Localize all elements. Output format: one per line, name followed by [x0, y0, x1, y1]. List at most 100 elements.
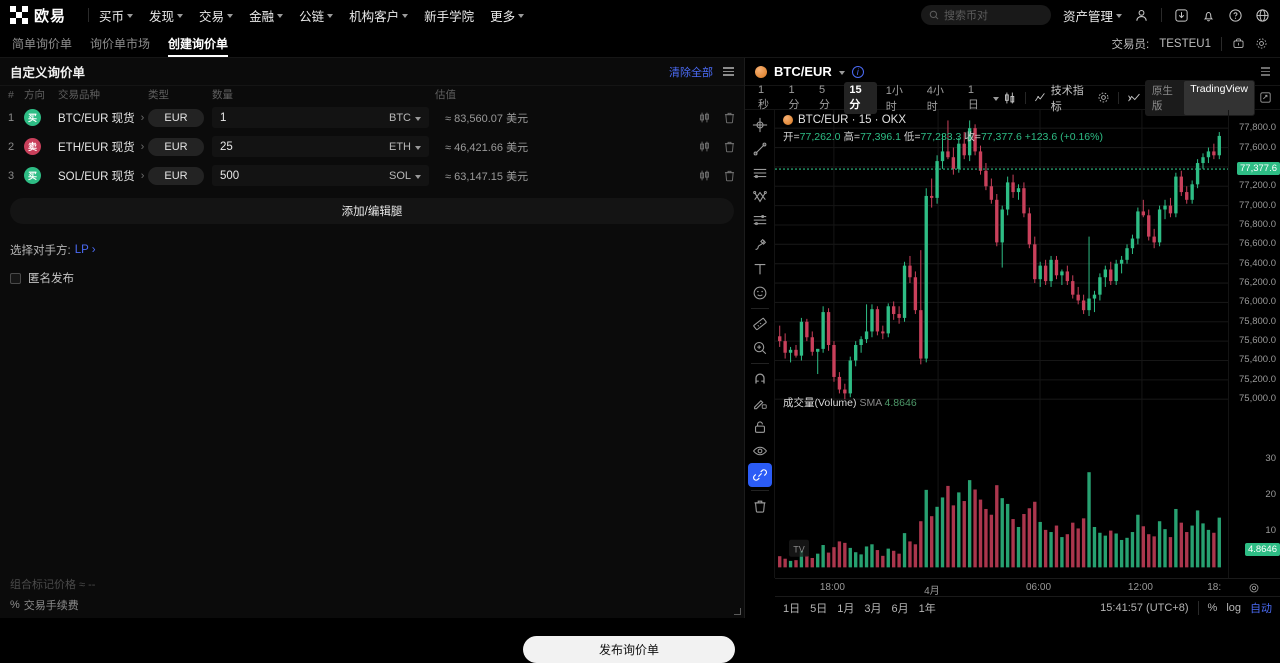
- menu-icon[interactable]: [723, 67, 734, 76]
- tab-create-rfq[interactable]: 创建询价单: [168, 30, 229, 57]
- candlestick-icon[interactable]: [698, 140, 711, 153]
- nav-item-discover[interactable]: 发现: [149, 6, 184, 25]
- nav-item-institutional[interactable]: 机构客户: [349, 6, 409, 25]
- price-axis[interactable]: 77,800.077,600.077,400.077,200.077,000.0…: [1228, 110, 1280, 578]
- view-tradingview-option[interactable]: TradingView: [1184, 80, 1255, 115]
- nav-item-trade[interactable]: 交易: [199, 6, 234, 25]
- timeframe-4h[interactable]: 4小时: [926, 84, 944, 113]
- clear-all-button[interactable]: 清除全部: [669, 66, 713, 79]
- brush-icon[interactable]: [748, 233, 772, 257]
- help-icon[interactable]: [1228, 8, 1243, 23]
- crosshair-icon[interactable]: [748, 113, 772, 137]
- pitchfork-icon[interactable]: [748, 185, 772, 209]
- candlestick-chart[interactable]: TV: [775, 110, 1228, 578]
- chart-menu-icon[interactable]: [1261, 67, 1270, 76]
- range-6m[interactable]: 6月: [891, 602, 909, 615]
- range-3m[interactable]: 3月: [864, 602, 882, 615]
- type-pill[interactable]: EUR: [148, 137, 204, 156]
- eye-icon[interactable]: [748, 439, 772, 463]
- ruler-icon[interactable]: [748, 312, 772, 336]
- direction-cell[interactable]: 买: [24, 167, 58, 184]
- lock-icon[interactable]: [748, 415, 772, 439]
- anonymous-publish-row[interactable]: 匿名发布: [10, 270, 734, 286]
- horizontal-lines-icon[interactable]: [748, 161, 772, 185]
- delete-icon[interactable]: [723, 111, 736, 124]
- download-icon[interactable]: [1174, 8, 1189, 23]
- publish-rfq-button[interactable]: 发布询价单: [523, 636, 735, 663]
- direction-cell[interactable]: 卖: [24, 138, 58, 155]
- symbol-selector[interactable]: ETH/EUR 现货 ›: [58, 139, 148, 155]
- add-edit-leg-button[interactable]: 添加/编辑腿: [10, 198, 734, 224]
- tab-rfq-market[interactable]: 询价单市场: [90, 30, 150, 57]
- candlestick-icon[interactable]: [698, 169, 711, 182]
- time-axis[interactable]: 18:00 4月 06:00 12:00 18:: [775, 578, 1228, 597]
- text-icon[interactable]: [748, 257, 772, 281]
- chevron-down-icon[interactable]: [993, 96, 1000, 101]
- globe-icon[interactable]: [1255, 8, 1270, 23]
- timeframe-1d[interactable]: 1日: [967, 83, 979, 111]
- nav-item-more[interactable]: 更多: [490, 6, 525, 25]
- nav-item-buy-crypto[interactable]: 买币: [99, 6, 134, 25]
- user-icon[interactable]: [1134, 8, 1149, 23]
- scale-auto-button[interactable]: 自动: [1250, 602, 1272, 615]
- axis-settings-icon[interactable]: [1228, 578, 1280, 596]
- bell-icon[interactable]: [1201, 8, 1216, 23]
- search-input[interactable]: 搜索币对: [920, 5, 1051, 25]
- fullscreen-icon[interactable]: [1259, 91, 1272, 104]
- scale-percent-button[interactable]: %: [1207, 601, 1218, 614]
- emoji-icon[interactable]: [748, 281, 772, 305]
- delete-icon[interactable]: [723, 169, 736, 182]
- unit-selector[interactable]: BTC: [389, 112, 421, 124]
- scale-log-button[interactable]: log: [1226, 601, 1241, 614]
- range-1y[interactable]: 1年: [918, 602, 936, 615]
- unit-selector[interactable]: ETH: [389, 141, 421, 153]
- table-row[interactable]: 1 买 BTC/EUR 现货 › EUR 1 BTC: [0, 103, 744, 132]
- compare-icon[interactable]: [1127, 92, 1141, 104]
- gear-icon[interactable]: [1255, 37, 1268, 50]
- type-pill[interactable]: EUR: [148, 166, 204, 185]
- timeframe-1s[interactable]: 1秒: [758, 83, 769, 111]
- counterparty-selector[interactable]: LP ›: [75, 244, 96, 256]
- symbol-selector[interactable]: BTC/EUR 现货 ›: [58, 110, 148, 126]
- view-native-option[interactable]: 原生版: [1151, 84, 1173, 112]
- quantity-input[interactable]: 1 BTC: [212, 107, 429, 128]
- range-5d[interactable]: 5日: [810, 602, 828, 615]
- symbol-selector[interactable]: SOL/EUR 现货 ›: [58, 168, 148, 184]
- chart-type-icon[interactable]: [1003, 91, 1017, 105]
- resize-handle[interactable]: [734, 608, 741, 615]
- magnet-icon[interactable]: [748, 367, 772, 391]
- history-icon[interactable]: [1232, 37, 1245, 50]
- chevron-down-icon[interactable]: [838, 70, 845, 75]
- range-1d[interactable]: 1日: [783, 602, 801, 615]
- info-icon[interactable]: i: [851, 65, 864, 78]
- assets-management-menu[interactable]: 资产管理: [1063, 6, 1122, 25]
- trash-icon[interactable]: [748, 494, 772, 518]
- nav-item-academy[interactable]: 新手学院: [424, 6, 474, 25]
- unit-selector[interactable]: SOL: [389, 170, 421, 182]
- timeframe-5m[interactable]: 5分: [818, 83, 830, 111]
- candlestick-icon[interactable]: [698, 111, 711, 124]
- range-1m[interactable]: 1月: [837, 602, 855, 615]
- anonymous-checkbox[interactable]: [10, 272, 21, 284]
- pencil-lock-icon[interactable]: [748, 391, 772, 415]
- timeframe-15m[interactable]: 15分: [844, 81, 877, 114]
- okx-logo[interactable]: 欧易: [10, 5, 66, 26]
- tab-simple-rfq[interactable]: 简单询价单: [12, 30, 72, 57]
- chart-plot-area[interactable]: BTC/EUR · 15 · OKX 开=77,262.0 高=77,396.1…: [775, 110, 1228, 578]
- zoom-in-icon[interactable]: [748, 336, 772, 360]
- direction-cell[interactable]: 买: [24, 109, 58, 126]
- timeframe-1m[interactable]: 1分: [788, 83, 800, 111]
- quantity-input[interactable]: 500 SOL: [212, 165, 429, 186]
- fibonacci-icon[interactable]: [748, 209, 772, 233]
- nav-item-finance[interactable]: 金融: [249, 6, 284, 25]
- timeframe-1h[interactable]: 1小时: [885, 84, 903, 113]
- nav-item-chain[interactable]: 公链: [299, 6, 334, 25]
- type-pill[interactable]: EUR: [148, 108, 204, 127]
- table-row[interactable]: 3 买 SOL/EUR 现货 › EUR 500 SOL: [0, 161, 744, 190]
- quantity-input[interactable]: 25 ETH: [212, 136, 429, 157]
- link-icon[interactable]: [747, 463, 772, 487]
- table-row[interactable]: 2 卖 ETH/EUR 现货 › EUR 25 ETH: [0, 132, 744, 161]
- chart-settings-icon[interactable]: [1097, 91, 1110, 104]
- indicators-button[interactable]: 技术指标: [1034, 82, 1093, 114]
- delete-icon[interactable]: [723, 140, 736, 153]
